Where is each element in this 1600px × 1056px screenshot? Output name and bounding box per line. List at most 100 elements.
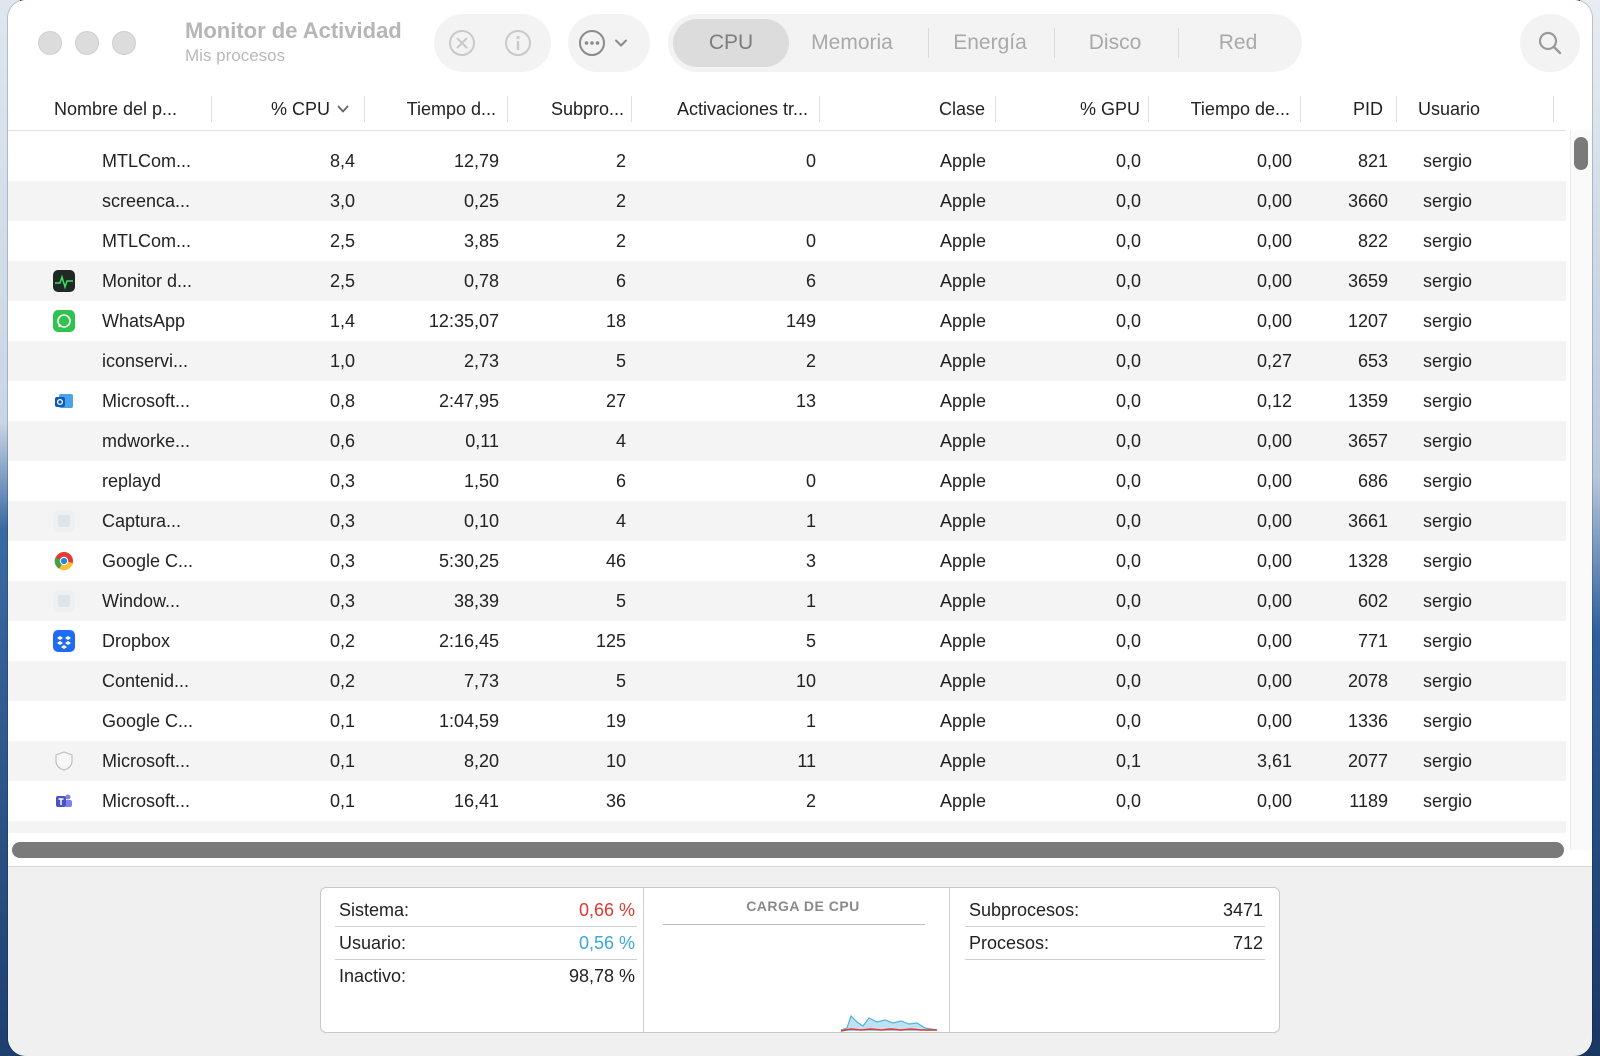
gpu-percent: 0,0 [1115,270,1141,291]
table-row[interactable]: Google C... 0,1 1:04,59 19 1 Apple 0,0 0,00 1336… [8,701,1566,741]
cpu-percent: 0,2 [329,630,355,651]
idle-wakeups: 2 [805,790,816,811]
idle-wakeups: 3 [805,550,816,571]
process-name: mdworke... [102,430,191,451]
kind: Apple [939,670,986,691]
process-name: Captura... [102,510,182,531]
table-row[interactable]: Microsoft... 0,1 8,20 10 11 Apple 0,1 3,61 2077 s… [8,741,1566,781]
cpu-percent: 1,4 [329,310,355,331]
threads-count: 6 [615,470,626,491]
table-row[interactable]: Google C... 0,3 5:30,25 46 3 Apple 0,0 0,00 1328… [8,541,1566,581]
column-header-cpu-time[interactable]: Tiempo d... [406,98,496,119]
idle-wakeups: 0 [805,230,816,251]
table-row[interactable]: MTLCom... 8,4 12,79 2 0 Apple 0,0 0,00 821 sergio [8,141,1566,181]
tab-memoria[interactable]: Memoria [811,31,893,54]
cpu-time: 5:30,25 [438,550,499,571]
user: sergio [1423,350,1473,371]
close-window-button[interactable] [38,31,62,55]
cpu-time: 1,50 [463,470,499,491]
gpu-time: 0,00 [1256,790,1292,811]
table-row[interactable]: Microsoft...0,1 3:14,30 25 3 Apple 0,0 0,00 124… [8,821,1566,833]
table-row[interactable]: mdworke... 0,6 0,11 4 Apple 0,0 0,00 3657 sergio [8,421,1566,461]
column-header-name[interactable]: Nombre del p... [54,98,178,119]
gpu-time: 0,00 [1256,230,1292,251]
vertical-scrollbar-track[interactable] [1570,130,1592,850]
system-value: 0,66 % [578,899,635,920]
minimize-window-button[interactable] [75,31,99,55]
column-header-user[interactable]: Usuario [1418,98,1481,119]
kind: Apple [939,750,986,771]
table-row[interactable]: Window... 0,3 38,39 5 1 Apple 0,0 0,00 602 sergio [8,581,1566,621]
gpu-percent: 0,0 [1115,590,1141,611]
table-row[interactable]: MTLCom... 2,5 3,85 2 0 Apple 0,0 0,00 822 sergio [8,221,1566,261]
gpu-time: 0,00 [1256,510,1292,531]
pid: 1328 [1347,550,1388,571]
idle-wakeups: 2 [805,350,816,371]
pid: 771 [1357,630,1388,651]
column-header-pid[interactable]: PID [1352,98,1383,119]
horizontal-scrollbar-thumb[interactable] [12,842,1564,858]
threads-count: 125 [595,630,626,651]
column-header-idle-wakeups[interactable]: Activaciones tr... [676,98,808,119]
gpu-percent: 0,0 [1115,710,1141,731]
table-row[interactable]: Captura... 0,3 0,10 4 1 Apple 0,0 0,00 3661 sergi… [8,501,1566,541]
tab-energia[interactable]: Energía [953,31,1027,54]
gpu-time: 0,12 [1256,390,1292,411]
table-row[interactable]: Contenid... 0,2 7,73 5 10 Apple 0,0 0,00 2078 ser… [8,661,1566,701]
column-header-gpu-time[interactable]: Tiempo de... [1190,98,1290,119]
pid: 686 [1357,470,1388,491]
process-name: screenca... [102,190,191,211]
idle-wakeups: 11 [797,750,816,771]
process-name: MTLCom... [102,150,192,171]
idle-wakeups: 10 [795,670,816,691]
ellipsis-circle-icon [578,29,606,57]
tab-red[interactable]: Red [1218,31,1258,54]
search-icon [1538,31,1562,55]
gpu-time: 0,00 [1256,550,1292,571]
cpu-percent: 2,5 [329,270,355,291]
user: sergio [1423,470,1473,491]
table-row[interactable]: replayd 0,3 1,50 6 0 Apple 0,0 0,00 686 sergio [8,461,1566,501]
user: sergio [1423,750,1473,771]
table-row[interactable]: iconservi... 1,0 2,73 5 2 Apple 0,0 0,27 653 serg… [8,341,1566,381]
threads-count: 36 [605,790,626,811]
vertical-scrollbar-thumb[interactable] [1574,137,1588,170]
more-actions-button[interactable] [568,14,650,72]
stop-process-button[interactable] [448,29,476,57]
search-button[interactable] [1520,14,1580,72]
table-row[interactable]: Monitor d... 2,5 0,78 6 6 Apple 0,0 0,00 3659 ser… [8,261,1566,301]
table-row[interactable]: Dropbox 0,2 2:16,45 125 5 Apple 0,0 0,00 771 serg… [8,621,1566,661]
kind: Apple [939,230,986,251]
column-header-cpu[interactable]: % CPU [270,98,330,119]
pid: 3660 [1347,190,1388,211]
process-name: Google C... [102,710,194,731]
inspect-process-button[interactable] [504,29,532,57]
column-header-gpu[interactable]: % GPU [1079,98,1140,119]
table-row[interactable]: WhatsApp 1,4 12:35,07 18 149 Apple 0,0 0,00 1207… [8,301,1566,341]
threads-count: 2 [615,150,626,171]
pid: 602 [1357,590,1388,611]
tab-divider [1054,28,1055,58]
system-label: Sistema: [339,899,410,920]
table-row[interactable]: screenca... 3,0 0,25 2 Apple 0,0 0,00 3660 sergi… [8,181,1566,221]
info-circle-icon [505,30,531,56]
tab-disco[interactable]: Disco [1088,31,1142,54]
tab-cpu[interactable]: CPU [673,19,789,67]
process-actions-group [434,14,551,72]
idle-wakeups: 1 [805,710,816,731]
cpu-percent: 0,1 [329,750,355,771]
zoom-window-button[interactable] [112,31,136,55]
idle-value: 98,78 % [568,965,635,986]
gpu-time: 0,00 [1256,270,1292,291]
column-header-threads[interactable]: Subpro... [550,98,624,119]
process-name: WhatsApp [102,310,186,331]
table-row[interactable]: Microsoft... 0,1 16,41 36 2 Apple 0,0 0,00 1189 s… [8,781,1566,821]
column-header-kind[interactable]: Clase [938,98,985,119]
kind: Apple [824,821,986,834]
threads-value: 3471 [1222,899,1263,920]
activity-monitor-window: Monitor de Actividad Mis procesos [8,0,1592,1056]
table-row[interactable]: Microsoft... 0,8 2:47,95 27 13 Apple 0,0 0,12 13… [8,381,1566,421]
pid: 3659 [1347,270,1388,291]
kind: Apple [939,350,986,371]
gpu-percent: 0,0 [1115,790,1141,811]
